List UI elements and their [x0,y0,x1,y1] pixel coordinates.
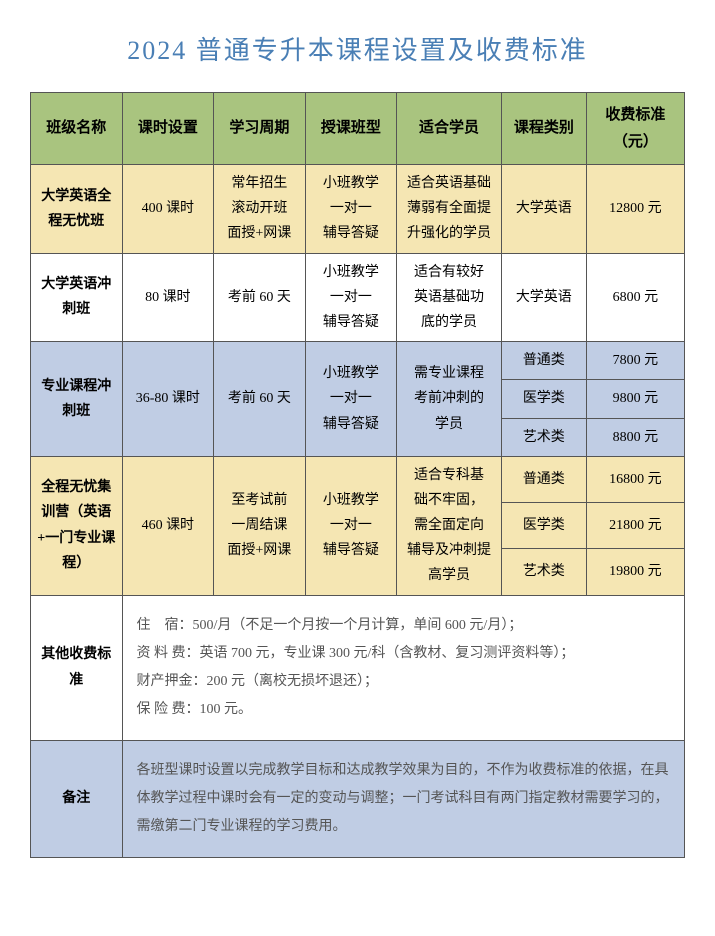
cell: 医学类 [501,503,586,549]
th-name: 班级名称 [31,93,123,165]
notes-content: 各班型课时设置以完成教学目标和达成教学效果为目的，不作为收费标准的依据，在具体教… [122,740,684,857]
cell: 大学英语 [501,253,586,342]
other-fees-label: 其他收费标 准 [31,595,123,740]
cell: 80 课时 [122,253,214,342]
cell: 21800 元 [586,503,684,549]
row-major-sprint-1: 专业课程冲刺班 36-80 课时 考前 60 天 小班教学一对一辅导答疑 需专业… [31,342,685,380]
cell: 6800 元 [586,253,684,342]
cell: 8800 元 [586,418,684,456]
row-english-full: 大学英语全程无忧班 400 课时 常年招生滚动开班面授+网课 小班教学一对一辅导… [31,165,685,254]
cell: 医学类 [501,380,586,418]
header-row: 班级名称 课时设置 学习周期 授课班型 适合学员 课程类别 收费标准（元） [31,93,685,165]
cell: 适合英语基础薄弱有全面提升强化的学员 [397,165,502,254]
page-title: 2024 普通专升本课程设置及收费标准 [30,30,685,67]
cell: 适合专科基础不牢固，需全面定向辅导及冲刺提高学员 [397,456,502,595]
cell: 小班教学一对一辅导答疑 [305,253,397,342]
cell: 大学英语全程无忧班 [31,165,123,254]
cell: 小班教学一对一辅导答疑 [305,456,397,595]
cell: 常年招生滚动开班面授+网课 [214,165,306,254]
row-notes: 备注 各班型课时设置以完成教学目标和达成教学效果为目的，不作为收费标准的依据，在… [31,740,685,857]
cell: 至考试前一周结课面授+网课 [214,456,306,595]
th-hours: 课时设置 [122,93,214,165]
th-type: 授课班型 [305,93,397,165]
cell: 普通类 [501,342,586,380]
row-other-fees: 其他收费标 准 住 宿：500/月（不足一个月按一个月计算，单间 600 元/月… [31,595,685,740]
cell: 7800 元 [586,342,684,380]
row-english-sprint: 大学英语冲刺班 80 课时 考前 60 天 小班教学一对一辅导答疑 适合有较好英… [31,253,685,342]
cell: 36-80 课时 [122,342,214,457]
cell: 9800 元 [586,380,684,418]
cell: 19800 元 [586,549,684,595]
cell: 普通类 [501,456,586,502]
th-period: 学习周期 [214,93,306,165]
cell: 考前 60 天 [214,253,306,342]
cell: 小班教学一对一辅导答疑 [305,165,397,254]
fee-table: 班级名称 课时设置 学习周期 授课班型 适合学员 课程类别 收费标准（元） 大学… [30,92,685,858]
cell: 艺术类 [501,549,586,595]
cell: 需专业课程考前冲刺的学员 [397,342,502,457]
other-fees-content: 住 宿：500/月（不足一个月按一个月计算，单间 600 元/月）；资 料 费：… [122,595,684,740]
cell: 16800 元 [586,456,684,502]
row-camp-1: 全程无忧集训营（英语+一门专业课程） 460 课时 至考试前一周结课面授+网课 … [31,456,685,502]
cell: 460 课时 [122,456,214,595]
th-cat: 课程类别 [501,93,586,165]
th-student: 适合学员 [397,93,502,165]
th-fee: 收费标准（元） [586,93,684,165]
cell: 考前 60 天 [214,342,306,457]
cell: 全程无忧集训营（英语+一门专业课程） [31,456,123,595]
cell: 大学英语冲刺班 [31,253,123,342]
cell: 小班教学一对一辅导答疑 [305,342,397,457]
cell: 12800 元 [586,165,684,254]
cell: 大学英语 [501,165,586,254]
cell: 400 课时 [122,165,214,254]
cell: 专业课程冲刺班 [31,342,123,457]
cell: 适合有较好英语基础功底的学员 [397,253,502,342]
cell: 艺术类 [501,418,586,456]
notes-label: 备注 [31,740,123,857]
